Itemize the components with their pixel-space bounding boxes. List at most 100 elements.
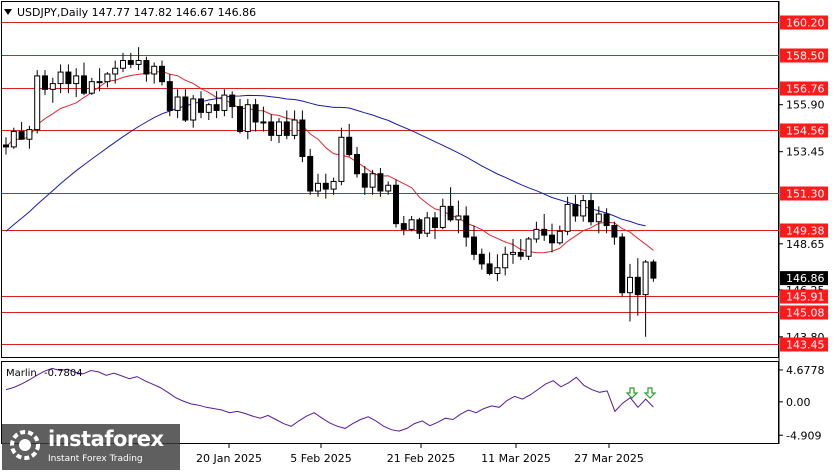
candle-body: [315, 182, 321, 192]
candle: [541, 214, 548, 241]
candle-body: [49, 83, 56, 90]
candle: [57, 64, 64, 94]
candle-body: [252, 104, 259, 123]
candle-body: [361, 173, 368, 188]
candle-body: [88, 81, 95, 94]
candle: [49, 77, 56, 103]
candle-body: [81, 75, 87, 94]
candle-body: [190, 98, 197, 121]
candle-body: [229, 94, 236, 108]
candle: [322, 173, 329, 199]
level-label-bg: [780, 81, 828, 96]
candle-body: [276, 121, 282, 136]
candle-body: [650, 261, 657, 279]
candle: [377, 167, 384, 197]
symbol-readout: USDJPY,Daily 147.77 147.82 146.67 146.86: [17, 6, 256, 19]
level-label-bg: [780, 123, 828, 138]
candle-body: [307, 155, 314, 192]
candle-body: [369, 173, 376, 188]
down-arrow-shape: [625, 387, 639, 399]
candle: [486, 252, 493, 276]
time-tick-label: 11 Mar 2025: [481, 452, 551, 465]
collapse-triangle-icon[interactable]: [4, 9, 12, 15]
candle: [502, 246, 509, 276]
candle-body: [400, 223, 407, 230]
level-label: 149.38: [786, 225, 825, 238]
candle-body: [42, 75, 48, 90]
candle-body: [338, 136, 345, 182]
candle-body: [268, 121, 275, 136]
candle-body: [213, 104, 220, 111]
candle: [283, 110, 290, 140]
candle-body: [237, 106, 243, 133]
candle: [338, 127, 345, 186]
price-tick-label: 148.65: [786, 238, 825, 251]
candle: [143, 56, 150, 82]
level-label-bg: [780, 305, 828, 320]
candle-body: [463, 215, 470, 238]
candle-body: [424, 217, 431, 234]
candle: [369, 169, 376, 195]
candle-body: [182, 96, 189, 121]
horizontal-levels: [2, 22, 779, 345]
candle: [471, 225, 477, 261]
candle: [229, 91, 236, 119]
candle: [307, 148, 314, 195]
candle-body: [26, 129, 33, 140]
level-label: 160.20: [786, 17, 825, 30]
candle: [385, 181, 392, 195]
candle-body: [541, 228, 548, 236]
candle-body: [283, 121, 290, 136]
candle: [315, 173, 321, 197]
watermark-tagline: Instant Forex Trading: [48, 454, 143, 464]
candle: [42, 70, 48, 96]
candle: [237, 98, 243, 134]
candle: [65, 64, 72, 94]
candle-body: [10, 131, 17, 148]
candle-body: [346, 136, 353, 156]
candle: [525, 237, 532, 261]
candle: [408, 215, 415, 232]
candle-body: [385, 184, 392, 192]
candle: [244, 98, 251, 140]
candle: [299, 110, 306, 163]
current-price-label: 146.86: [780, 271, 828, 286]
level-label: 156.76: [786, 83, 825, 96]
level-label: 145.08: [786, 307, 825, 320]
candle-body: [627, 276, 633, 294]
candle: [26, 125, 33, 149]
candle-body: [3, 144, 9, 148]
candle: [447, 187, 454, 222]
candle: [127, 52, 134, 69]
level-label: 151.30: [786, 188, 825, 201]
candle: [424, 212, 431, 238]
candle: [361, 166, 368, 195]
candle: [627, 263, 633, 322]
main-panel-frame: [1, 1, 779, 358]
candle-body: [73, 75, 80, 85]
level-label-bg: [780, 48, 828, 63]
candle: [432, 212, 438, 239]
candle-body: [634, 276, 641, 296]
candle: [3, 137, 9, 155]
instaforex-logo-icon: [10, 430, 40, 460]
candle: [611, 221, 618, 245]
candle-body: [517, 251, 524, 257]
candle-body: [65, 71, 72, 85]
candle: [135, 47, 142, 71]
candle: [198, 91, 204, 119]
candle-body: [502, 253, 509, 269]
candle: [10, 127, 17, 149]
ma-fast-line: [5, 70, 654, 254]
candle: [580, 194, 587, 222]
candle-body: [18, 131, 25, 140]
candle-body: [159, 65, 165, 83]
level-label-bg: [780, 186, 828, 201]
candle-body: [151, 65, 158, 75]
indicator-tick-label: 4.6778: [786, 364, 825, 377]
candle: [213, 91, 220, 119]
down-arrow-icon: [625, 387, 639, 399]
candle: [439, 198, 446, 230]
candle: [276, 118, 282, 144]
